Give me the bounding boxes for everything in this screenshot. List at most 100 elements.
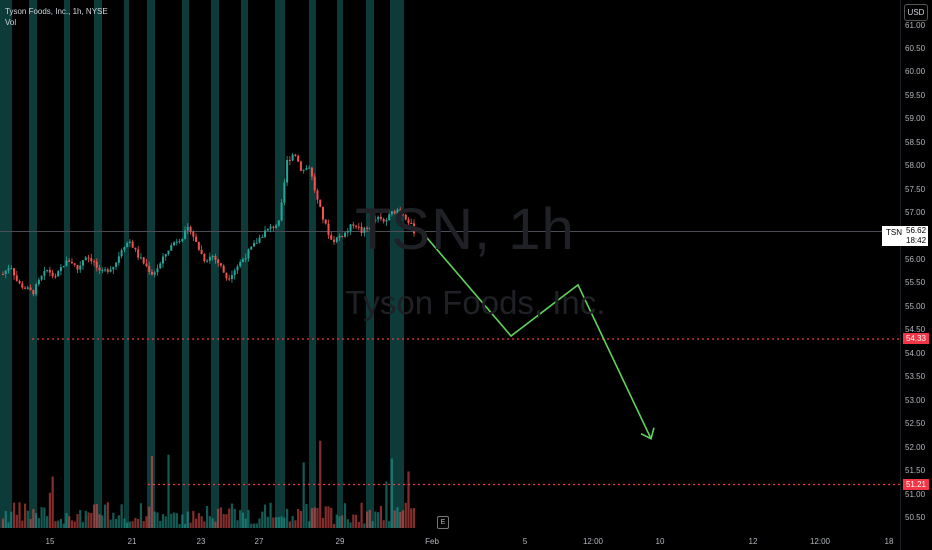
price-tick-label: 51.00: [905, 489, 926, 499]
volume-bar: [371, 521, 374, 528]
volume-bar: [175, 513, 178, 528]
candle-body: [159, 263, 162, 269]
candle-body: [407, 219, 410, 224]
volume-bar: [131, 521, 134, 528]
volume-bar: [167, 454, 170, 528]
session-band: [390, 0, 404, 528]
volume-bar: [192, 510, 195, 528]
volume-bar: [299, 511, 303, 528]
volume-bar: [117, 515, 120, 528]
volume-bar: [203, 521, 206, 528]
candle-body: [98, 267, 101, 271]
candle-body: [192, 231, 195, 237]
candle-body: [355, 225, 358, 227]
price-tick-label: 51.50: [905, 466, 926, 476]
volume-bar: [346, 519, 349, 528]
volume-bar: [7, 522, 10, 528]
volume-bar: [393, 510, 396, 528]
volume-bar: [217, 508, 220, 528]
candle-body: [170, 245, 173, 251]
volume-label[interactable]: Vol: [5, 18, 17, 27]
price-tick-label: 56.00: [905, 255, 926, 264]
candle-body: [264, 230, 267, 237]
candle-body: [399, 209, 402, 212]
candle-body: [203, 253, 206, 262]
level-tag-upper: 54.33: [903, 333, 929, 344]
price-tick-label: 58.50: [905, 137, 926, 147]
watermark-symbol: TSN, 1h: [355, 197, 575, 262]
volume-bar: [407, 471, 410, 528]
volume-bar: [46, 516, 49, 528]
candle-body: [173, 242, 176, 246]
price-tag-countdown: 18:42: [906, 236, 927, 245]
candle-body: [366, 227, 369, 229]
candle-body: [15, 275, 18, 281]
volume-bar: [109, 519, 112, 528]
candle-body: [294, 154, 297, 156]
volume-bar: [120, 504, 123, 528]
volume-bar: [363, 523, 366, 528]
volume-bar: [366, 511, 369, 528]
volume-bar: [153, 511, 156, 528]
volume-bar: [73, 521, 76, 528]
volume-bar: [15, 514, 18, 528]
candle-body: [324, 219, 327, 224]
candle-body: [349, 224, 352, 232]
volume-bar: [250, 523, 253, 528]
volume-bar: [255, 523, 258, 528]
volume-bar: [98, 514, 101, 528]
candle-body: [195, 236, 198, 242]
candle-body: [299, 161, 302, 171]
price-tick-label: 54.00: [905, 348, 926, 358]
candle-body: [21, 283, 24, 288]
volume-bar: [183, 523, 187, 528]
volume-bar: [186, 511, 189, 528]
volume-bar: [302, 462, 305, 528]
volume-bar: [236, 520, 239, 528]
candle-body: [54, 276, 57, 278]
volume-bar: [310, 508, 314, 528]
earnings-badge[interactable]: E: [437, 516, 449, 529]
volume-bar: [65, 513, 68, 528]
candle-body: [13, 268, 16, 276]
symbol-title[interactable]: Tyson Foods, Inc., 1h, NYSE: [5, 7, 108, 16]
candle-body: [390, 211, 393, 215]
volume-bar: [396, 507, 399, 528]
candle-body: [357, 226, 360, 228]
volume-bar: [81, 522, 85, 528]
session-band: [241, 0, 248, 528]
candle-body: [297, 155, 300, 162]
time-tick-label: 12:00: [809, 537, 831, 546]
candle-body: [62, 265, 65, 268]
watermark-company: Tyson Foods, Inc.: [345, 284, 606, 321]
time-tick-label: Feb: [425, 537, 439, 546]
candle-body: [253, 243, 256, 247]
volume-bar: [189, 522, 192, 528]
volume-bar: [388, 521, 391, 528]
volume-bar: [112, 512, 115, 528]
candle-body: [308, 167, 311, 169]
volume-bar: [382, 520, 385, 528]
candle-body: [291, 154, 294, 161]
volume-bar: [134, 517, 137, 528]
volume-bar: [341, 515, 344, 528]
volume-bar: [208, 516, 211, 528]
price-tick-label: 52.50: [905, 419, 926, 429]
candle-body: [277, 220, 280, 226]
volume-bar: [247, 510, 250, 528]
candle-body: [385, 220, 388, 222]
candle-body: [310, 167, 313, 177]
volume-bar: [338, 516, 341, 528]
volume-bar: [164, 516, 167, 528]
volume-bar: [283, 517, 286, 528]
volume-bar: [286, 508, 289, 528]
projection-arrow-path: [420, 230, 652, 440]
volume-bar: [62, 523, 65, 528]
candle-body: [51, 272, 54, 277]
candle-body: [134, 247, 137, 250]
candle-body: [327, 223, 330, 236]
candle-body: [161, 256, 164, 264]
currency-button[interactable]: USD: [904, 4, 928, 21]
volume-bar: [280, 516, 283, 528]
